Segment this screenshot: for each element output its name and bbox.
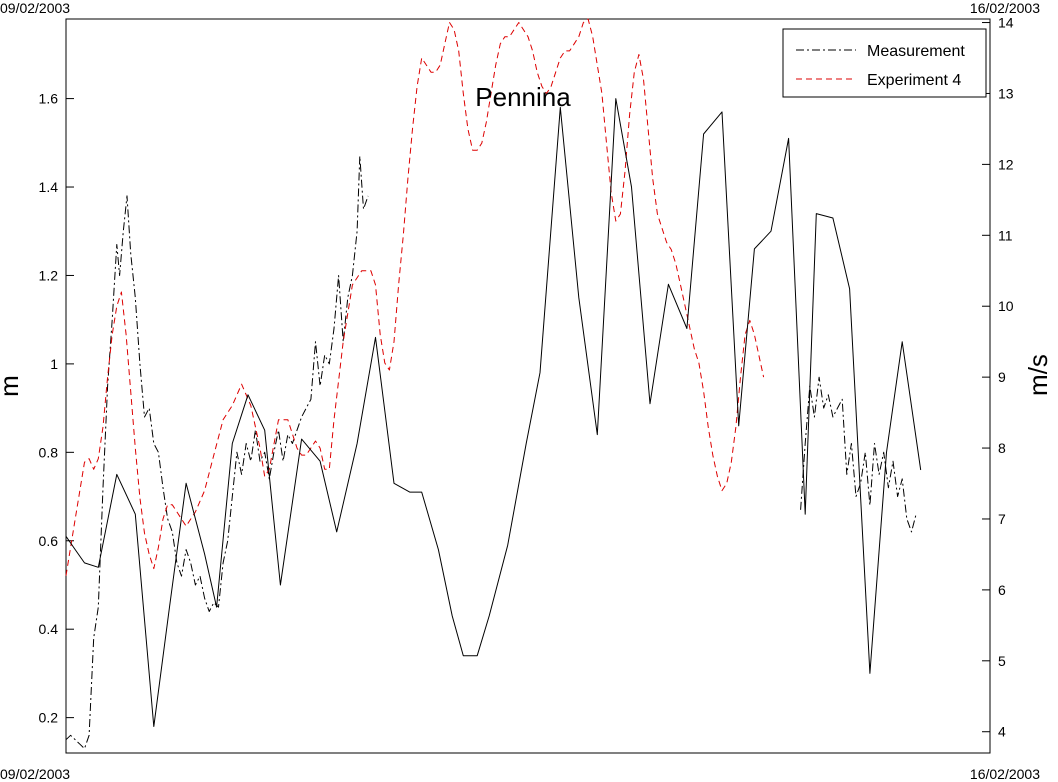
series-0-line-0	[65, 155, 369, 750]
right-tick-label: 5	[998, 653, 1006, 669]
left-tick-label: 0.4	[39, 621, 59, 637]
start-date-top: 09/02/2003	[0, 0, 70, 16]
right-tick-label: 11	[998, 227, 1013, 243]
left-axis-ticks: 0.2 0.4 0.6 0.8 1 1.2 1.4 1.6	[39, 91, 74, 726]
left-tick-label: 0.8	[39, 444, 59, 460]
left-tick-label: 1.4	[39, 179, 59, 195]
end-date-bottom: 16/02/2003	[970, 766, 1040, 782]
right-tick-label: 10	[998, 298, 1014, 314]
chart-title: Pennina	[475, 82, 571, 112]
series-2-line-0	[65, 98, 922, 727]
left-tick-label: 1	[50, 356, 58, 372]
legend-label-measurement: Measurement	[867, 43, 965, 60]
series-1-line-0	[65, 18, 765, 576]
right-tick-label: 7	[998, 511, 1006, 527]
series-layer	[65, 18, 922, 750]
legend-label-experiment: Experiment 4	[867, 72, 961, 89]
plot-frame	[65, 18, 991, 754]
legend-box	[782, 28, 987, 98]
left-tick-label: 1.6	[39, 91, 59, 107]
right-tick-label: 14	[998, 15, 1014, 31]
right-tick-label: 8	[998, 440, 1006, 456]
right-tick-label: 6	[998, 582, 1006, 598]
right-tick-label: 13	[998, 85, 1014, 101]
left-tick-label: 0.2	[39, 710, 59, 726]
start-date-bottom: 09/02/2003	[0, 766, 70, 782]
series-0-line-1	[800, 376, 917, 533]
right-tick-label: 12	[998, 156, 1014, 172]
legend: Measurement Experiment 4	[782, 28, 987, 98]
right-axis-ticks: 4 5 6 7 8 9 10 11 12 13 14	[982, 15, 1014, 740]
left-tick-label: 1.2	[39, 267, 59, 283]
right-tick-label: 4	[998, 724, 1006, 740]
left-axis-label: m	[0, 375, 24, 397]
end-date-top: 16/02/2003	[970, 0, 1040, 16]
right-axis-label: m/s	[1023, 354, 1053, 396]
left-tick-label: 0.6	[39, 533, 59, 549]
right-tick-label: 9	[998, 369, 1006, 385]
